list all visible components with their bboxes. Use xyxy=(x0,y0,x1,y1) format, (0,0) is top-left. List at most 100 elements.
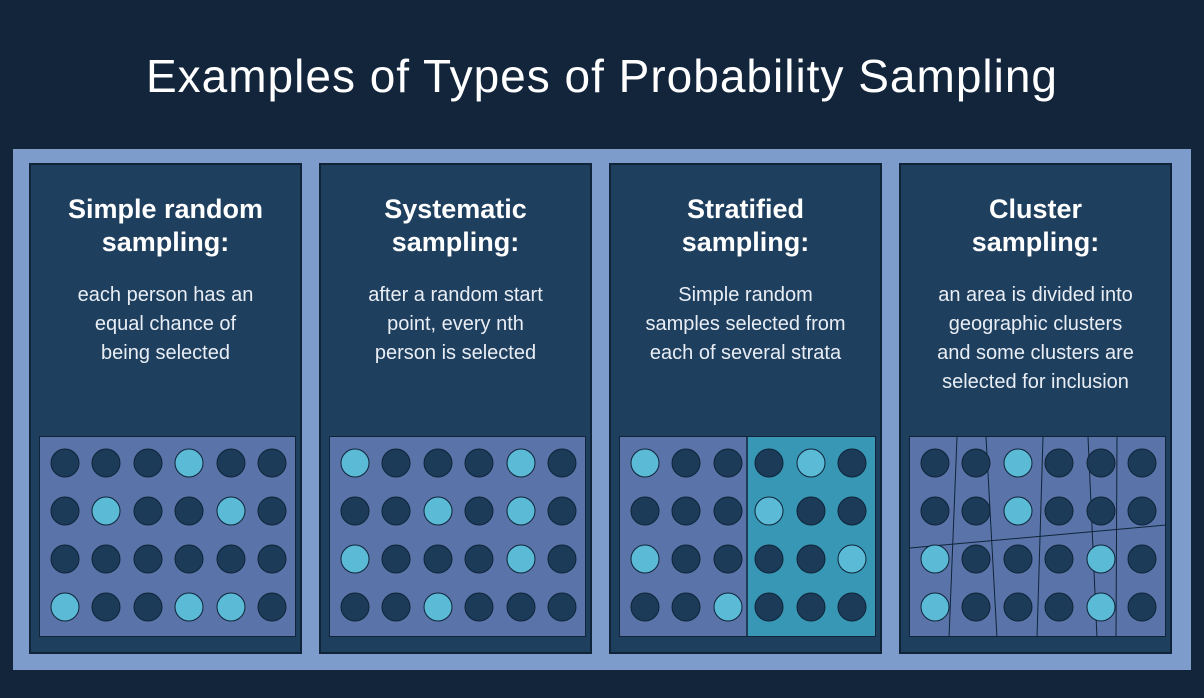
description-line: each of several strata xyxy=(649,342,842,364)
person-dot xyxy=(257,496,287,526)
person-dot xyxy=(133,544,163,574)
selected-person-dot xyxy=(1003,496,1033,526)
person-dot xyxy=(91,544,121,574)
person-dot xyxy=(837,496,867,526)
panel-heading: Stratified sampling: xyxy=(611,193,880,259)
person-dot xyxy=(837,592,867,622)
description-line: person is selected xyxy=(374,342,537,364)
description-line: being selected xyxy=(101,342,230,364)
person-dot xyxy=(671,448,701,478)
panel-cluster-sampling: Cluster sampling: an area is divided int… xyxy=(899,163,1172,654)
cluster-boundary xyxy=(948,437,958,636)
person-dot xyxy=(671,544,701,574)
person-dot xyxy=(713,544,743,574)
population-grid-svg xyxy=(50,448,287,622)
person-dot xyxy=(1086,448,1116,478)
person-dot xyxy=(961,592,991,622)
person-dot xyxy=(91,448,121,478)
person-dot xyxy=(1044,448,1074,478)
person-dot xyxy=(133,448,163,478)
selected-person-dot xyxy=(630,448,660,478)
person-dot xyxy=(257,544,287,574)
person-dot xyxy=(713,448,743,478)
person-dot xyxy=(1127,544,1157,574)
person-dot xyxy=(423,544,453,574)
person-dot xyxy=(1127,592,1157,622)
person-dot xyxy=(257,592,287,622)
person-dot xyxy=(381,544,411,574)
panel-description: each person has an equal chance of being… xyxy=(39,281,292,368)
person-dot xyxy=(1044,496,1074,526)
person-dot xyxy=(547,544,577,574)
selected-person-dot xyxy=(506,448,536,478)
selected-person-dot xyxy=(630,544,660,574)
heading-line-1: Simple random xyxy=(67,194,264,224)
selected-person-dot xyxy=(1003,448,1033,478)
person-dot xyxy=(796,544,826,574)
person-dot xyxy=(91,592,121,622)
person-dot xyxy=(1003,544,1033,574)
person-dot xyxy=(1127,496,1157,526)
person-dot xyxy=(961,448,991,478)
person-dot xyxy=(133,496,163,526)
selected-person-dot xyxy=(216,496,246,526)
selected-person-dot xyxy=(423,496,453,526)
description-line: samples selected from xyxy=(645,313,846,335)
description-line: selected for inclusion xyxy=(942,371,1129,393)
cluster-boundary xyxy=(1115,437,1118,636)
heading-line-1: Systematic xyxy=(384,194,527,224)
person-dot xyxy=(216,544,246,574)
person-dot xyxy=(381,592,411,622)
person-dot xyxy=(1044,592,1074,622)
person-dot xyxy=(547,448,577,478)
person-dot xyxy=(506,592,536,622)
description-line: and some clusters are xyxy=(937,342,1134,364)
person-dot xyxy=(1086,496,1116,526)
selected-person-dot xyxy=(174,448,204,478)
population-grid xyxy=(619,436,876,637)
panel-description: an area is divided into geographic clust… xyxy=(909,281,1162,397)
heading-line-2: sampling: xyxy=(101,227,230,257)
page-title: Examples of Types of Probability Samplin… xyxy=(145,50,1059,102)
description-line: an area is divided into xyxy=(938,284,1133,306)
heading-line-1: Stratified xyxy=(686,194,805,224)
selected-person-dot xyxy=(837,544,867,574)
person-dot xyxy=(920,496,950,526)
person-dot xyxy=(1127,448,1157,478)
selected-person-dot xyxy=(506,544,536,574)
selected-person-dot xyxy=(920,592,950,622)
person-dot xyxy=(754,592,784,622)
person-dot xyxy=(961,496,991,526)
selected-person-dot xyxy=(50,592,80,622)
selected-person-dot xyxy=(754,496,784,526)
person-dot xyxy=(837,448,867,478)
selected-person-dot xyxy=(423,592,453,622)
person-dot xyxy=(340,496,370,526)
person-dot xyxy=(1044,544,1074,574)
selected-person-dot xyxy=(174,592,204,622)
person-dot xyxy=(754,544,784,574)
cluster-boundary xyxy=(910,524,1165,549)
selected-person-dot xyxy=(1086,544,1116,574)
heading-line-2: sampling: xyxy=(971,227,1100,257)
selected-person-dot xyxy=(796,448,826,478)
panel-heading: Simple random sampling: xyxy=(31,193,300,259)
person-dot xyxy=(630,496,660,526)
person-dot xyxy=(50,544,80,574)
description-line: geographic clusters xyxy=(948,313,1123,335)
person-dot xyxy=(133,592,163,622)
panel-stratified-sampling: Stratified sampling: Simple random sampl… xyxy=(609,163,882,654)
description-line: point, every nth xyxy=(387,313,524,335)
person-dot xyxy=(671,496,701,526)
person-dot xyxy=(713,496,743,526)
description-line: equal chance of xyxy=(94,313,237,335)
population-grid xyxy=(329,436,586,637)
person-dot xyxy=(1003,592,1033,622)
person-dot xyxy=(381,448,411,478)
person-dot xyxy=(547,496,577,526)
panel-heading: Cluster sampling: xyxy=(901,193,1170,259)
population-grid-svg xyxy=(910,437,1165,636)
selected-person-dot xyxy=(506,496,536,526)
population-grid-svg xyxy=(630,437,875,636)
person-dot xyxy=(754,448,784,478)
